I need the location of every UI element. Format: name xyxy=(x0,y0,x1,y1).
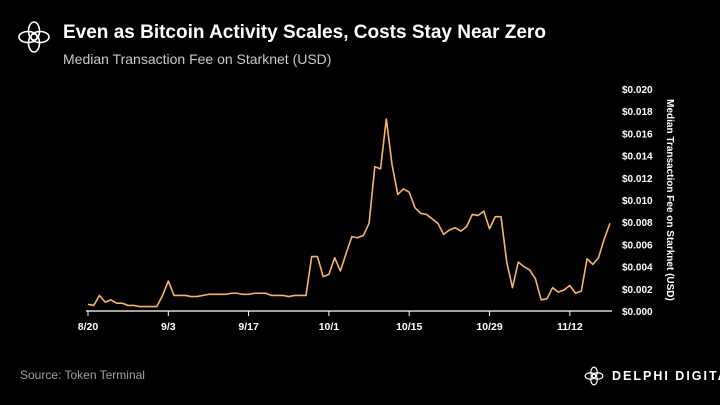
x-tick-label: 9/17 xyxy=(238,321,259,333)
chart-subtitle: Median Transaction Fee on Starknet (USD) xyxy=(63,51,332,67)
x-tick-label: 10/29 xyxy=(476,321,502,333)
x-tick-label: 8/20 xyxy=(78,321,99,333)
y-tick-label: $0.014 xyxy=(622,152,653,163)
delphi-logo-icon xyxy=(18,21,50,53)
y-tick-label: $0.000 xyxy=(622,307,653,318)
x-tick-label: 11/12 xyxy=(557,321,583,333)
y-tick-label: $0.002 xyxy=(622,285,653,296)
y-tick-label: $0.010 xyxy=(622,196,653,207)
x-tick-label: 10/15 xyxy=(396,321,422,333)
y-tick-label: $0.020 xyxy=(622,85,653,96)
y-tick-label: $0.008 xyxy=(622,218,653,229)
x-tick-label: 10/1 xyxy=(319,321,340,333)
y-tick-label: $0.012 xyxy=(622,174,653,185)
source-note: Source: Token Terminal xyxy=(20,368,145,382)
y-tick-label: $0.018 xyxy=(622,107,653,118)
y-tick-label: $0.016 xyxy=(622,129,653,140)
brand-name: DELPHI DIGITAL xyxy=(612,369,720,383)
fee-line xyxy=(87,118,611,308)
y-tick-label: $0.004 xyxy=(622,263,653,274)
x-tick-label: 9/3 xyxy=(161,321,176,333)
brand-mark: DELPHI DIGITAL xyxy=(584,366,720,386)
y-tick-label: $0.006 xyxy=(622,240,653,251)
delphi-mark-icon xyxy=(584,366,604,386)
y-axis-label: Median Transaction Fee on Starknet (USD) xyxy=(664,99,675,301)
chart-title: Even as Bitcoin Activity Scales, Costs S… xyxy=(63,22,546,43)
